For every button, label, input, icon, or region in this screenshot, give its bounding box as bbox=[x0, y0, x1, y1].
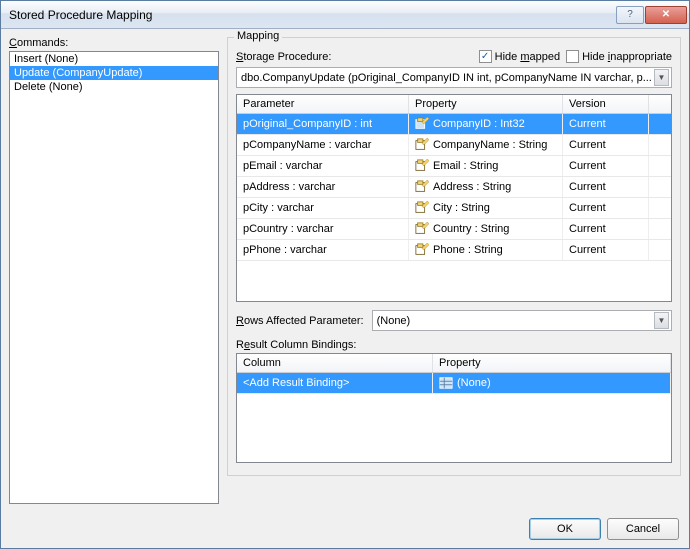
cell-version: Current bbox=[563, 219, 649, 239]
col-header-column[interactable]: Column bbox=[237, 354, 433, 372]
grid-header: Column Property bbox=[237, 354, 671, 373]
parameter-row[interactable]: pOriginal_CompanyID : intCompanyID : Int… bbox=[237, 114, 671, 135]
chevron-down-icon[interactable]: ▼ bbox=[654, 69, 669, 86]
button-row: OK Cancel bbox=[1, 512, 689, 548]
command-item[interactable]: Update (CompanyUpdate) bbox=[10, 66, 218, 80]
storage-procedure-label: Storage Procedure: bbox=[236, 51, 473, 63]
property-icon bbox=[415, 159, 429, 173]
parameter-row[interactable]: pAddress : varcharAddress : StringCurren… bbox=[237, 177, 671, 198]
titlebar-buttons: ? ✕ bbox=[615, 6, 687, 24]
ok-button[interactable]: OK bbox=[529, 518, 601, 540]
parameter-row[interactable]: pCompanyName : varcharCompanyName : Stri… bbox=[237, 135, 671, 156]
cell-version: Current bbox=[563, 114, 649, 134]
cell-property: Phone : String bbox=[409, 240, 563, 260]
cell-property: Country : String bbox=[409, 219, 563, 239]
titlebar-text: Stored Procedure Mapping bbox=[9, 8, 615, 22]
result-bindings-label: Result Column Bindings: bbox=[236, 339, 672, 351]
cancel-button[interactable]: Cancel bbox=[607, 518, 679, 540]
property-icon bbox=[415, 138, 429, 152]
content-area: Commands: Insert (None)Update (CompanyUp… bbox=[1, 29, 689, 512]
titlebar[interactable]: Stored Procedure Mapping ? ✕ bbox=[1, 1, 689, 29]
cell-property: CompanyID : Int32 bbox=[409, 114, 563, 134]
checkbox-label: Hide inappropriate bbox=[582, 51, 672, 63]
property-icon bbox=[415, 201, 429, 215]
cell-parameter: pOriginal_CompanyID : int bbox=[237, 114, 409, 134]
col-header-property[interactable]: Property bbox=[409, 95, 563, 113]
property-icon bbox=[415, 180, 429, 194]
cell-property: Address : String bbox=[409, 177, 563, 197]
property-icon bbox=[415, 117, 429, 131]
combo-text: dbo.CompanyUpdate (pOriginal_CompanyID I… bbox=[241, 72, 654, 84]
property-icon bbox=[415, 222, 429, 236]
storage-procedure-combo[interactable]: dbo.CompanyUpdate (pOriginal_CompanyID I… bbox=[236, 67, 672, 88]
grid-body: <Add Result Binding>(None) bbox=[237, 373, 671, 394]
parameters-grid[interactable]: Parameter Property Version pOriginal_Com… bbox=[236, 94, 672, 302]
grid-header: Parameter Property Version bbox=[237, 95, 671, 114]
col-header-version[interactable]: Version bbox=[563, 95, 649, 113]
chevron-down-icon[interactable]: ▼ bbox=[654, 312, 669, 329]
cell-property: Email : String bbox=[409, 156, 563, 176]
cell-property: (None) bbox=[433, 373, 671, 393]
cell-parameter: pAddress : varchar bbox=[237, 177, 409, 197]
checkbox-box bbox=[566, 50, 579, 63]
cell-property: City : String bbox=[409, 198, 563, 218]
parameter-row[interactable]: pCountry : varcharCountry : StringCurren… bbox=[237, 219, 671, 240]
checkbox-label: Hide mapped bbox=[495, 51, 560, 63]
cell-parameter: pCompanyName : varchar bbox=[237, 135, 409, 155]
close-button[interactable]: ✕ bbox=[645, 6, 687, 24]
col-header-property[interactable]: Property bbox=[433, 354, 671, 372]
grid-blank-area bbox=[237, 261, 671, 301]
help-button[interactable]: ? bbox=[616, 6, 644, 24]
cell-parameter: pPhone : varchar bbox=[237, 240, 409, 260]
cell-version: Current bbox=[563, 198, 649, 218]
property-icon bbox=[415, 243, 429, 257]
dialog-window: Stored Procedure Mapping ? ✕ Commands: I… bbox=[0, 0, 690, 549]
rows-affected-combo[interactable]: (None) ▼ bbox=[372, 310, 672, 331]
mapping-group: Mapping Storage Procedure: ✓ Hide mapped… bbox=[227, 37, 681, 476]
cell-version: Current bbox=[563, 135, 649, 155]
commands-listbox[interactable]: Insert (None)Update (CompanyUpdate)Delet… bbox=[9, 51, 219, 504]
cell-parameter: pEmail : varchar bbox=[237, 156, 409, 176]
binding-row[interactable]: <Add Result Binding>(None) bbox=[237, 373, 671, 394]
cell-parameter: pCity : varchar bbox=[237, 198, 409, 218]
cell-version: Current bbox=[563, 177, 649, 197]
commands-label: Commands: bbox=[9, 37, 219, 49]
checkbox-box: ✓ bbox=[479, 50, 492, 63]
command-item[interactable]: Insert (None) bbox=[10, 52, 218, 66]
mapping-pane: Mapping Storage Procedure: ✓ Hide mapped… bbox=[227, 37, 681, 504]
commands-pane: Commands: Insert (None)Update (CompanyUp… bbox=[9, 37, 219, 504]
grid-body: pOriginal_CompanyID : intCompanyID : Int… bbox=[237, 114, 671, 261]
col-header-parameter[interactable]: Parameter bbox=[237, 95, 409, 113]
parameter-row[interactable]: pEmail : varcharEmail : StringCurrent bbox=[237, 156, 671, 177]
rows-affected-label: Rows Affected Parameter: bbox=[236, 315, 364, 327]
table-icon bbox=[439, 376, 453, 390]
storage-row: Storage Procedure: ✓ Hide mapped Hide in… bbox=[236, 50, 672, 63]
combo-text: (None) bbox=[377, 315, 654, 327]
parameter-row[interactable]: pPhone : varcharPhone : StringCurrent bbox=[237, 240, 671, 261]
cell-version: Current bbox=[563, 240, 649, 260]
cell-version: Current bbox=[563, 156, 649, 176]
mapping-group-title: Mapping bbox=[234, 30, 282, 42]
cell-property: CompanyName : String bbox=[409, 135, 563, 155]
command-item[interactable]: Delete (None) bbox=[10, 80, 218, 94]
rows-affected-row: Rows Affected Parameter: (None) ▼ bbox=[236, 310, 672, 331]
cell-parameter: pCountry : varchar bbox=[237, 219, 409, 239]
hide-inappropriate-checkbox[interactable]: Hide inappropriate bbox=[566, 50, 672, 63]
result-bindings-grid[interactable]: Column Property <Add Result Binding>(Non… bbox=[236, 353, 672, 463]
hide-mapped-checkbox[interactable]: ✓ Hide mapped bbox=[479, 50, 560, 63]
parameter-row[interactable]: pCity : varcharCity : StringCurrent bbox=[237, 198, 671, 219]
cell-column: <Add Result Binding> bbox=[237, 373, 433, 393]
